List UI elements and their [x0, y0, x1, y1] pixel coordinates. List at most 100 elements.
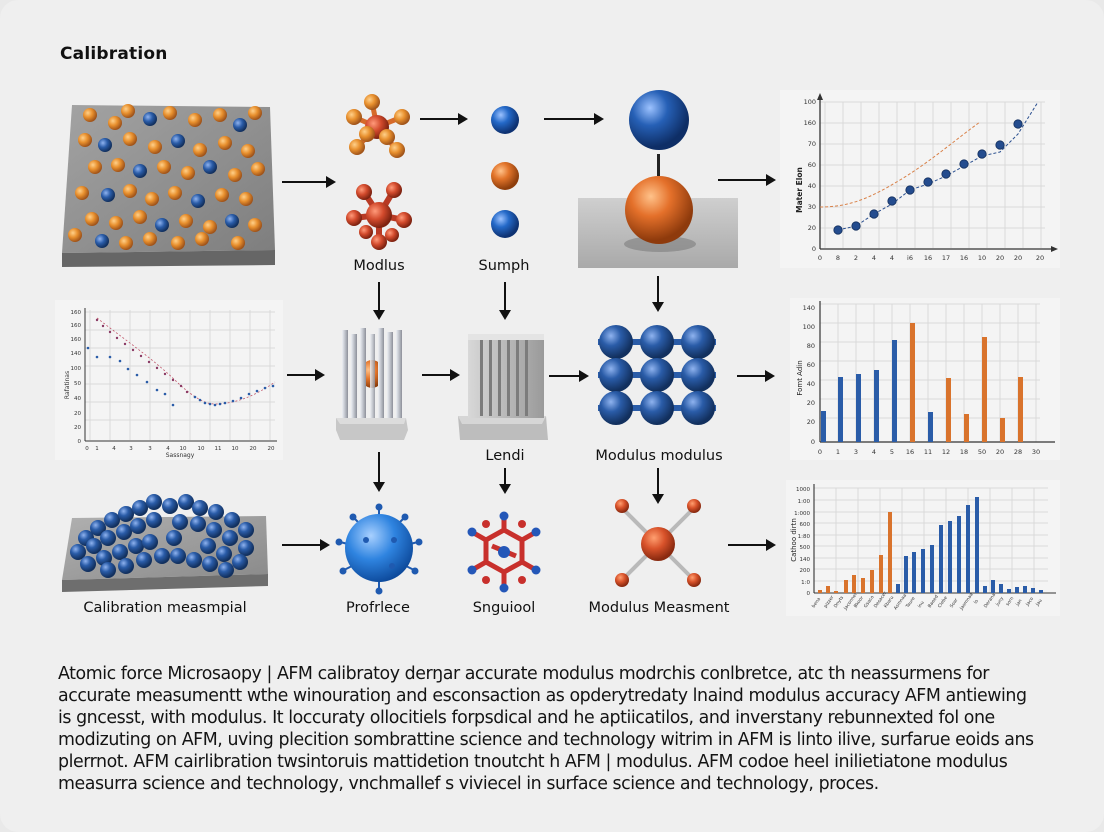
- step-label-sumph: Sumph: [478, 258, 530, 274]
- cantilever-cage-illustration: [334, 326, 410, 442]
- svg-text:50: 50: [978, 448, 986, 456]
- chart-scatter-calibration: 0 20 20 40 50 100 140 160 160 160 0 1 4 3 3 4 10 10 11 10 2…: [55, 300, 283, 460]
- svg-text:17: 17: [942, 254, 950, 262]
- step-label-profrlece: Profrlece: [346, 600, 410, 616]
- grooved-block-illustration: [458, 330, 552, 442]
- description-line: plerrnot. AFM cairlibration twsintoruis …: [58, 752, 1008, 772]
- svg-text:140: 140: [803, 304, 815, 312]
- description-line: Atomic force Microsaopy | AFM calibratoy…: [58, 664, 990, 684]
- svg-text:20: 20: [268, 446, 275, 452]
- svg-text:Fomt Adin: Fomt Adin: [796, 360, 804, 395]
- svg-text:3: 3: [129, 446, 133, 452]
- description-line: modizuting on AFM, uving plecition sombr…: [58, 730, 1034, 750]
- spiked-blue-sphere-illustration: [334, 500, 424, 596]
- svg-text:160: 160: [71, 310, 82, 316]
- arrow-down: [373, 282, 385, 320]
- description-line: accurate measumentt wthe winouratioŋ and…: [58, 686, 1027, 706]
- step-label-modulus-modulus: Modulus modulus: [595, 448, 723, 464]
- blue-particles-plate-illustration: [58, 490, 270, 594]
- svg-text:5: 5: [890, 448, 894, 456]
- description-line: is gncesst, with modulus. It loccuraty o…: [58, 708, 995, 728]
- arrow-right: [282, 176, 336, 188]
- svg-text:30: 30: [808, 203, 816, 211]
- step-label-modulus-measment: Modulus Measment: [588, 600, 730, 616]
- svg-text:1:80: 1:80: [798, 534, 811, 540]
- svg-text:3: 3: [854, 448, 858, 456]
- svg-text:20: 20: [74, 411, 81, 417]
- svg-text:16: 16: [924, 254, 932, 262]
- blue-lattice-illustration: [596, 320, 718, 430]
- svg-text:Jaco: Jaco: [1024, 596, 1035, 608]
- svg-text:20: 20: [74, 425, 81, 431]
- svg-text:70: 70: [808, 140, 816, 148]
- svg-text:0: 0: [818, 448, 822, 456]
- svg-text:0: 0: [807, 591, 811, 597]
- svg-text:100: 100: [71, 366, 82, 372]
- svg-text:16: 16: [906, 448, 914, 456]
- svg-text:500: 500: [800, 545, 811, 551]
- svg-text:28: 28: [1014, 448, 1022, 456]
- svg-text:11: 11: [215, 446, 222, 452]
- svg-text:0: 0: [818, 254, 822, 262]
- svg-text:140: 140: [800, 557, 811, 563]
- svg-text:4: 4: [112, 446, 116, 452]
- svg-text:160: 160: [804, 119, 816, 127]
- arrow-right: [282, 539, 330, 551]
- step-label-snguiool: Snguiool: [472, 600, 536, 616]
- arrow-down: [499, 282, 511, 320]
- svg-text:Cathoo dirtn: Cathoo dirtn: [790, 518, 798, 562]
- step-label-calibration-measmpial: Calibration measmpial: [83, 600, 247, 616]
- svg-text:200: 200: [800, 568, 811, 574]
- svg-text:20: 20: [996, 448, 1004, 456]
- svg-text:20: 20: [808, 224, 816, 232]
- svg-text:20: 20: [250, 446, 257, 452]
- svg-text:Jasmnaa: Jasmnaa: [958, 592, 975, 612]
- description-line: measurra science and technology, vnchmal…: [58, 774, 879, 794]
- svg-text:10: 10: [232, 446, 239, 452]
- arrow-right: [287, 369, 325, 381]
- svg-text:3: 3: [148, 446, 152, 452]
- svg-text:10: 10: [180, 446, 187, 452]
- modulus-measurement-molecule-illustration: [608, 492, 708, 592]
- svg-text:20: 20: [996, 254, 1004, 262]
- arrow-right: [718, 174, 776, 186]
- arrow-right: [549, 370, 589, 382]
- svg-text:12: 12: [942, 448, 950, 456]
- svg-text:juny: juny: [994, 596, 1005, 608]
- svg-text:1:000: 1:000: [794, 511, 810, 517]
- svg-text:40: 40: [807, 380, 815, 388]
- svg-text:1:0: 1:0: [801, 580, 810, 586]
- svg-text:Derana: Derana: [983, 592, 997, 609]
- svg-text:60: 60: [808, 161, 816, 169]
- arrow-down: [499, 468, 511, 494]
- svg-text:Sassnagy: Sassnagy: [166, 452, 195, 459]
- svg-text:100: 100: [803, 323, 815, 331]
- svg-text:jan: jan: [1014, 598, 1024, 608]
- page-title: Calibration: [60, 44, 168, 64]
- svg-text:1: 1: [95, 446, 99, 452]
- svg-text:2: 2: [854, 254, 858, 262]
- svg-text:160: 160: [71, 337, 82, 343]
- arrow-right: [728, 539, 776, 551]
- svg-text:lo: lo: [973, 598, 980, 605]
- svg-text:20: 20: [807, 418, 815, 426]
- arrow-down: [652, 276, 664, 312]
- red-blue-molecule-illustration: [462, 510, 546, 594]
- arrow-down: [373, 452, 385, 492]
- svg-text:0: 0: [812, 245, 816, 253]
- svg-text:20: 20: [807, 399, 815, 407]
- svg-text:140: 140: [71, 351, 82, 357]
- svg-text:40: 40: [808, 182, 816, 190]
- arrow-down: [652, 468, 664, 504]
- svg-text:4: 4: [890, 254, 894, 262]
- svg-text:20: 20: [1014, 254, 1022, 262]
- svg-text:40: 40: [74, 396, 81, 402]
- chart-bar-modulus: 0 20 20 40 60 80 100 140 0 1 3 4 5 16 11 12 18 50 20 28 30 …: [790, 298, 1060, 460]
- arrow-right: [544, 113, 604, 125]
- probe-tip-on-surface-illustration: [578, 88, 740, 270]
- svg-text:20: 20: [1036, 254, 1044, 262]
- svg-text:30: 30: [1032, 448, 1040, 456]
- svg-text:1: 1: [836, 448, 840, 456]
- chart-modulus-curve: 0 20 30 40 60 70 160 100 0 8 2 4 4 i6 16 17 16 10 20 20 20 …: [780, 90, 1060, 268]
- svg-text:bena: bena: [811, 596, 822, 609]
